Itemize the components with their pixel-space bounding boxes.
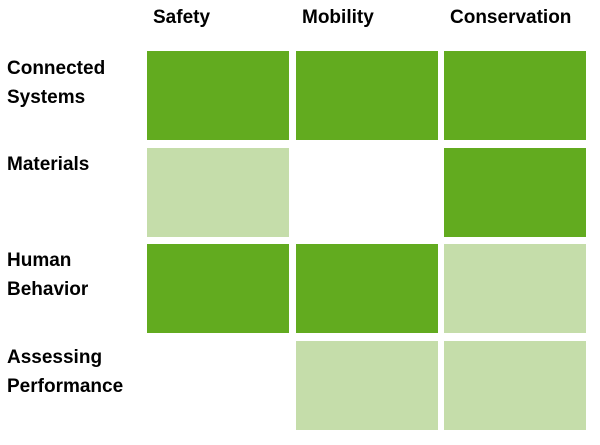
row-header-connected-systems: Connected Systems <box>7 54 147 112</box>
row-header-line: Systems <box>7 87 86 108</box>
row-header-line: Behavior <box>7 279 89 300</box>
cell-human-behavior-safety-high <box>147 244 289 333</box>
cell-human-behavior-conservation-low <box>444 244 586 333</box>
cell-human-behavior-mobility-high <box>296 244 438 333</box>
row-header-human-behavior: Human Behavior <box>7 246 147 304</box>
cell-connected-systems-safety-high <box>147 51 289 140</box>
column-header-conservation: Conservation <box>450 7 572 28</box>
cell-assessing-performance-mobility-low <box>296 341 438 430</box>
row-header-line: Assessing <box>7 347 103 368</box>
cell-materials-conservation-high <box>444 148 586 237</box>
cell-connected-systems-conservation-high <box>444 51 586 140</box>
row-header-line: Performance <box>7 376 124 397</box>
column-header-mobility: Mobility <box>302 7 374 28</box>
cell-assessing-performance-safety-none <box>147 341 289 430</box>
row-header-assessing-performance: Assessing Performance <box>7 343 147 401</box>
row-header-line: Materials <box>7 154 90 175</box>
row-header-materials: Materials <box>7 150 147 179</box>
cell-assessing-performance-conservation-low <box>444 341 586 430</box>
cell-connected-systems-mobility-high <box>296 51 438 140</box>
row-header-line: Connected <box>7 58 106 79</box>
cell-materials-mobility-none <box>296 148 438 237</box>
row-header-line: Human <box>7 250 72 271</box>
cell-materials-safety-low <box>147 148 289 237</box>
column-header-safety: Safety <box>153 7 211 28</box>
